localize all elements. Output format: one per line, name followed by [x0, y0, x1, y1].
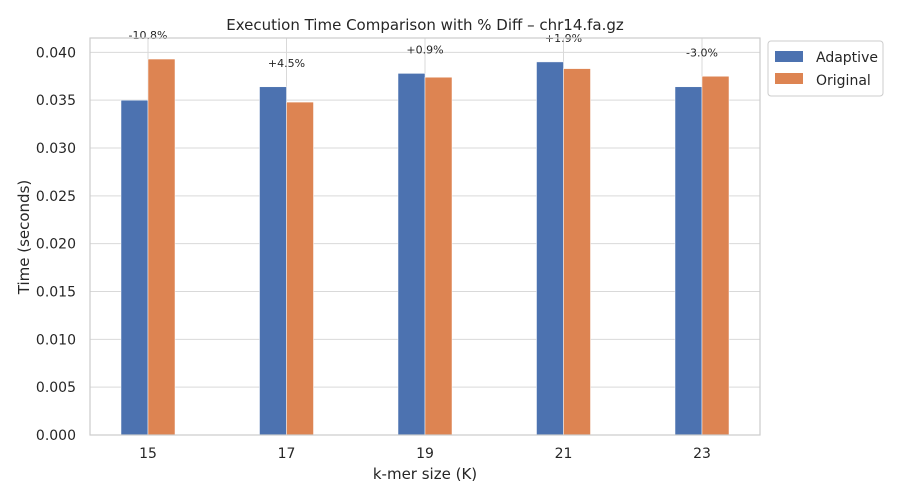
y-tick-label: 0.025 [36, 189, 76, 205]
bar-original-19 [424, 76, 453, 436]
legend: Adaptive Original [767, 40, 884, 97]
y-tick-label: 0.015 [36, 285, 76, 301]
x-axis-label: k-mer size (K) [373, 465, 477, 483]
y-tick-label: 0.005 [36, 380, 76, 396]
legend-label-adaptive: Adaptive [816, 50, 878, 66]
x-tick-label: 21 [555, 446, 573, 462]
legend-swatch-original [775, 73, 803, 84]
x-tick-label: 15 [139, 446, 157, 462]
pct-diff-annotation: +0.9% [406, 43, 443, 56]
y-tick-label: 0.040 [36, 45, 76, 61]
y-axis-label: Time (seconds) [15, 180, 33, 296]
pct-diff-annotation: -3.0% [686, 46, 718, 59]
x-tick-labels: 15 17 19 21 23 [139, 446, 711, 462]
bar-adaptive-19 [397, 73, 426, 436]
legend-swatch-adaptive [775, 51, 803, 62]
bars [120, 58, 730, 436]
x-tick-label: 23 [693, 446, 711, 462]
bar-adaptive-15 [120, 99, 149, 436]
bar-adaptive-21 [536, 61, 564, 436]
bar-original-21 [563, 68, 591, 436]
y-tick-label: 0.030 [36, 141, 76, 157]
y-tick-label: 0.010 [36, 332, 76, 348]
bar-adaptive-23 [674, 86, 703, 436]
y-tick-label: 0.020 [36, 237, 76, 253]
chart-title: Execution Time Comparison with % Diff – … [226, 16, 624, 34]
plot-area-frame [89, 37, 761, 436]
pct-diff-annotation: -10.8% [129, 29, 168, 42]
x-tick-label: 19 [416, 446, 434, 462]
bar-original-17 [286, 101, 314, 436]
y-tick-labels: 0.000 0.005 0.010 0.015 0.020 0.025 0.030 0.035… [36, 45, 76, 444]
pct-diff-annotation: +4.5% [268, 57, 305, 70]
bar-original-23 [701, 76, 730, 436]
bar-adaptive-17 [259, 86, 287, 436]
x-tick-label: 17 [278, 446, 296, 462]
annotations: -10.8%+4.5%+0.9%+1.9%-3.0% [129, 29, 718, 70]
y-tick-label: 0.035 [36, 93, 76, 109]
bar-original-15 [147, 58, 176, 436]
legend-label-original: Original [816, 73, 871, 89]
y-tick-label: 0.000 [36, 428, 76, 444]
